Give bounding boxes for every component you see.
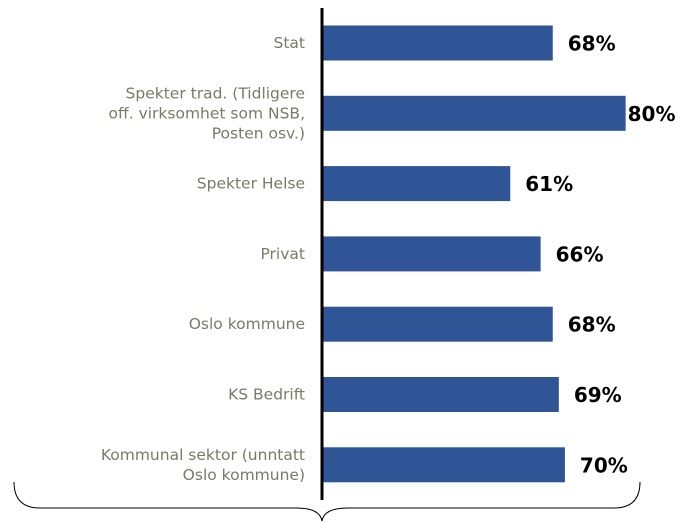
bar — [322, 377, 559, 412]
value-label: 68% — [568, 32, 616, 56]
value-label: 61% — [525, 172, 573, 196]
bar — [322, 306, 553, 342]
value-label: 70% — [580, 453, 628, 477]
category-label: KS Bedrift — [228, 385, 305, 403]
value-label: 80% — [628, 102, 676, 126]
brace — [13, 481, 641, 522]
value-label: 66% — [556, 242, 604, 266]
category-label: Spekter Helse — [197, 174, 305, 192]
bar — [322, 166, 511, 202]
category-label: Stat — [274, 34, 306, 52]
bar — [322, 447, 565, 483]
value-label: 69% — [574, 383, 622, 407]
category-label: Kommunal sektor (unntatt Oslo kommune) — [101, 445, 305, 483]
category-label: Spekter trad. (Tidligere off. virksomhet … — [109, 84, 305, 142]
bar — [322, 25, 553, 61]
bar — [322, 236, 541, 272]
value-label: 68% — [568, 313, 616, 337]
bar — [322, 95, 626, 131]
category-label: Privat — [260, 244, 305, 262]
category-label: Oslo kommune — [189, 315, 305, 333]
